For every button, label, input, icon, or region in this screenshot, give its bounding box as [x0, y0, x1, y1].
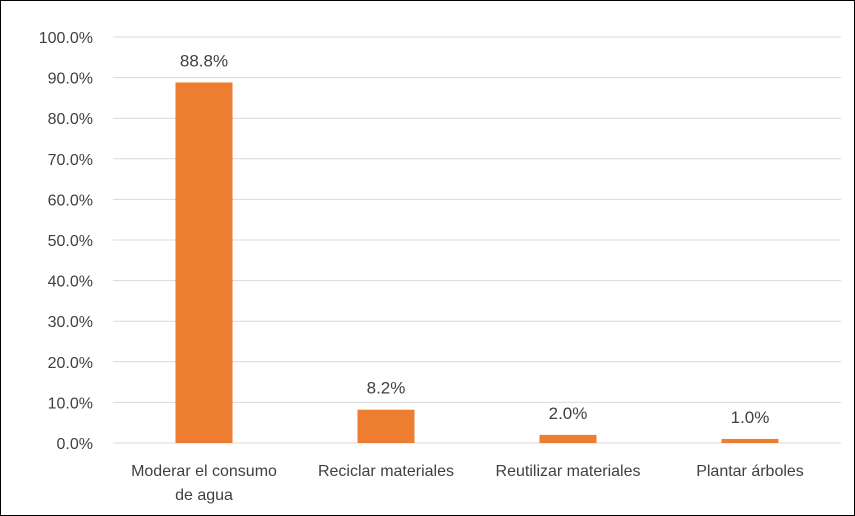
y-tick-label: 40.0%	[48, 274, 93, 291]
y-axis-ticks: 0.0% 10.0% 20.0% 30.0% 40.0% 50.0% 60.0% 70.0% 8…	[39, 30, 93, 453]
bars	[175, 82, 779, 444]
y-tick-label: 60.0%	[48, 192, 93, 209]
y-tick-label: 10.0%	[48, 395, 93, 412]
data-label: 2.0%	[549, 404, 588, 423]
y-tick-label: 20.0%	[48, 355, 93, 372]
data-label: 88.8%	[180, 51, 228, 70]
category-label: Reutilizar materiales	[496, 463, 641, 480]
y-tick-label: 50.0%	[48, 233, 93, 250]
category-labels: Moderar el consumo de agua Reciclar materi…	[131, 463, 804, 504]
y-tick-label: 80.0%	[48, 111, 93, 128]
y-tick-label: 100.0%	[39, 30, 93, 47]
data-labels: 88.8% 8.2% 2.0% 1.0%	[180, 51, 769, 426]
category-label: Moderar el consumo	[131, 463, 277, 480]
bar	[175, 82, 233, 444]
bar	[357, 409, 415, 443]
data-label: 8.2%	[367, 379, 406, 398]
y-tick-label: 0.0%	[57, 436, 93, 453]
category-label: de agua	[175, 487, 233, 504]
category-label: Reciclar materiales	[318, 463, 454, 480]
bar	[539, 434, 597, 443]
y-tick-label: 90.0%	[48, 71, 93, 88]
y-tick-label: 70.0%	[48, 152, 93, 169]
y-tick-label: 30.0%	[48, 314, 93, 331]
gridlines	[113, 36, 841, 444]
bar	[721, 438, 779, 443]
data-label: 1.0%	[731, 408, 770, 427]
category-label: Plantar árboles	[696, 463, 804, 480]
